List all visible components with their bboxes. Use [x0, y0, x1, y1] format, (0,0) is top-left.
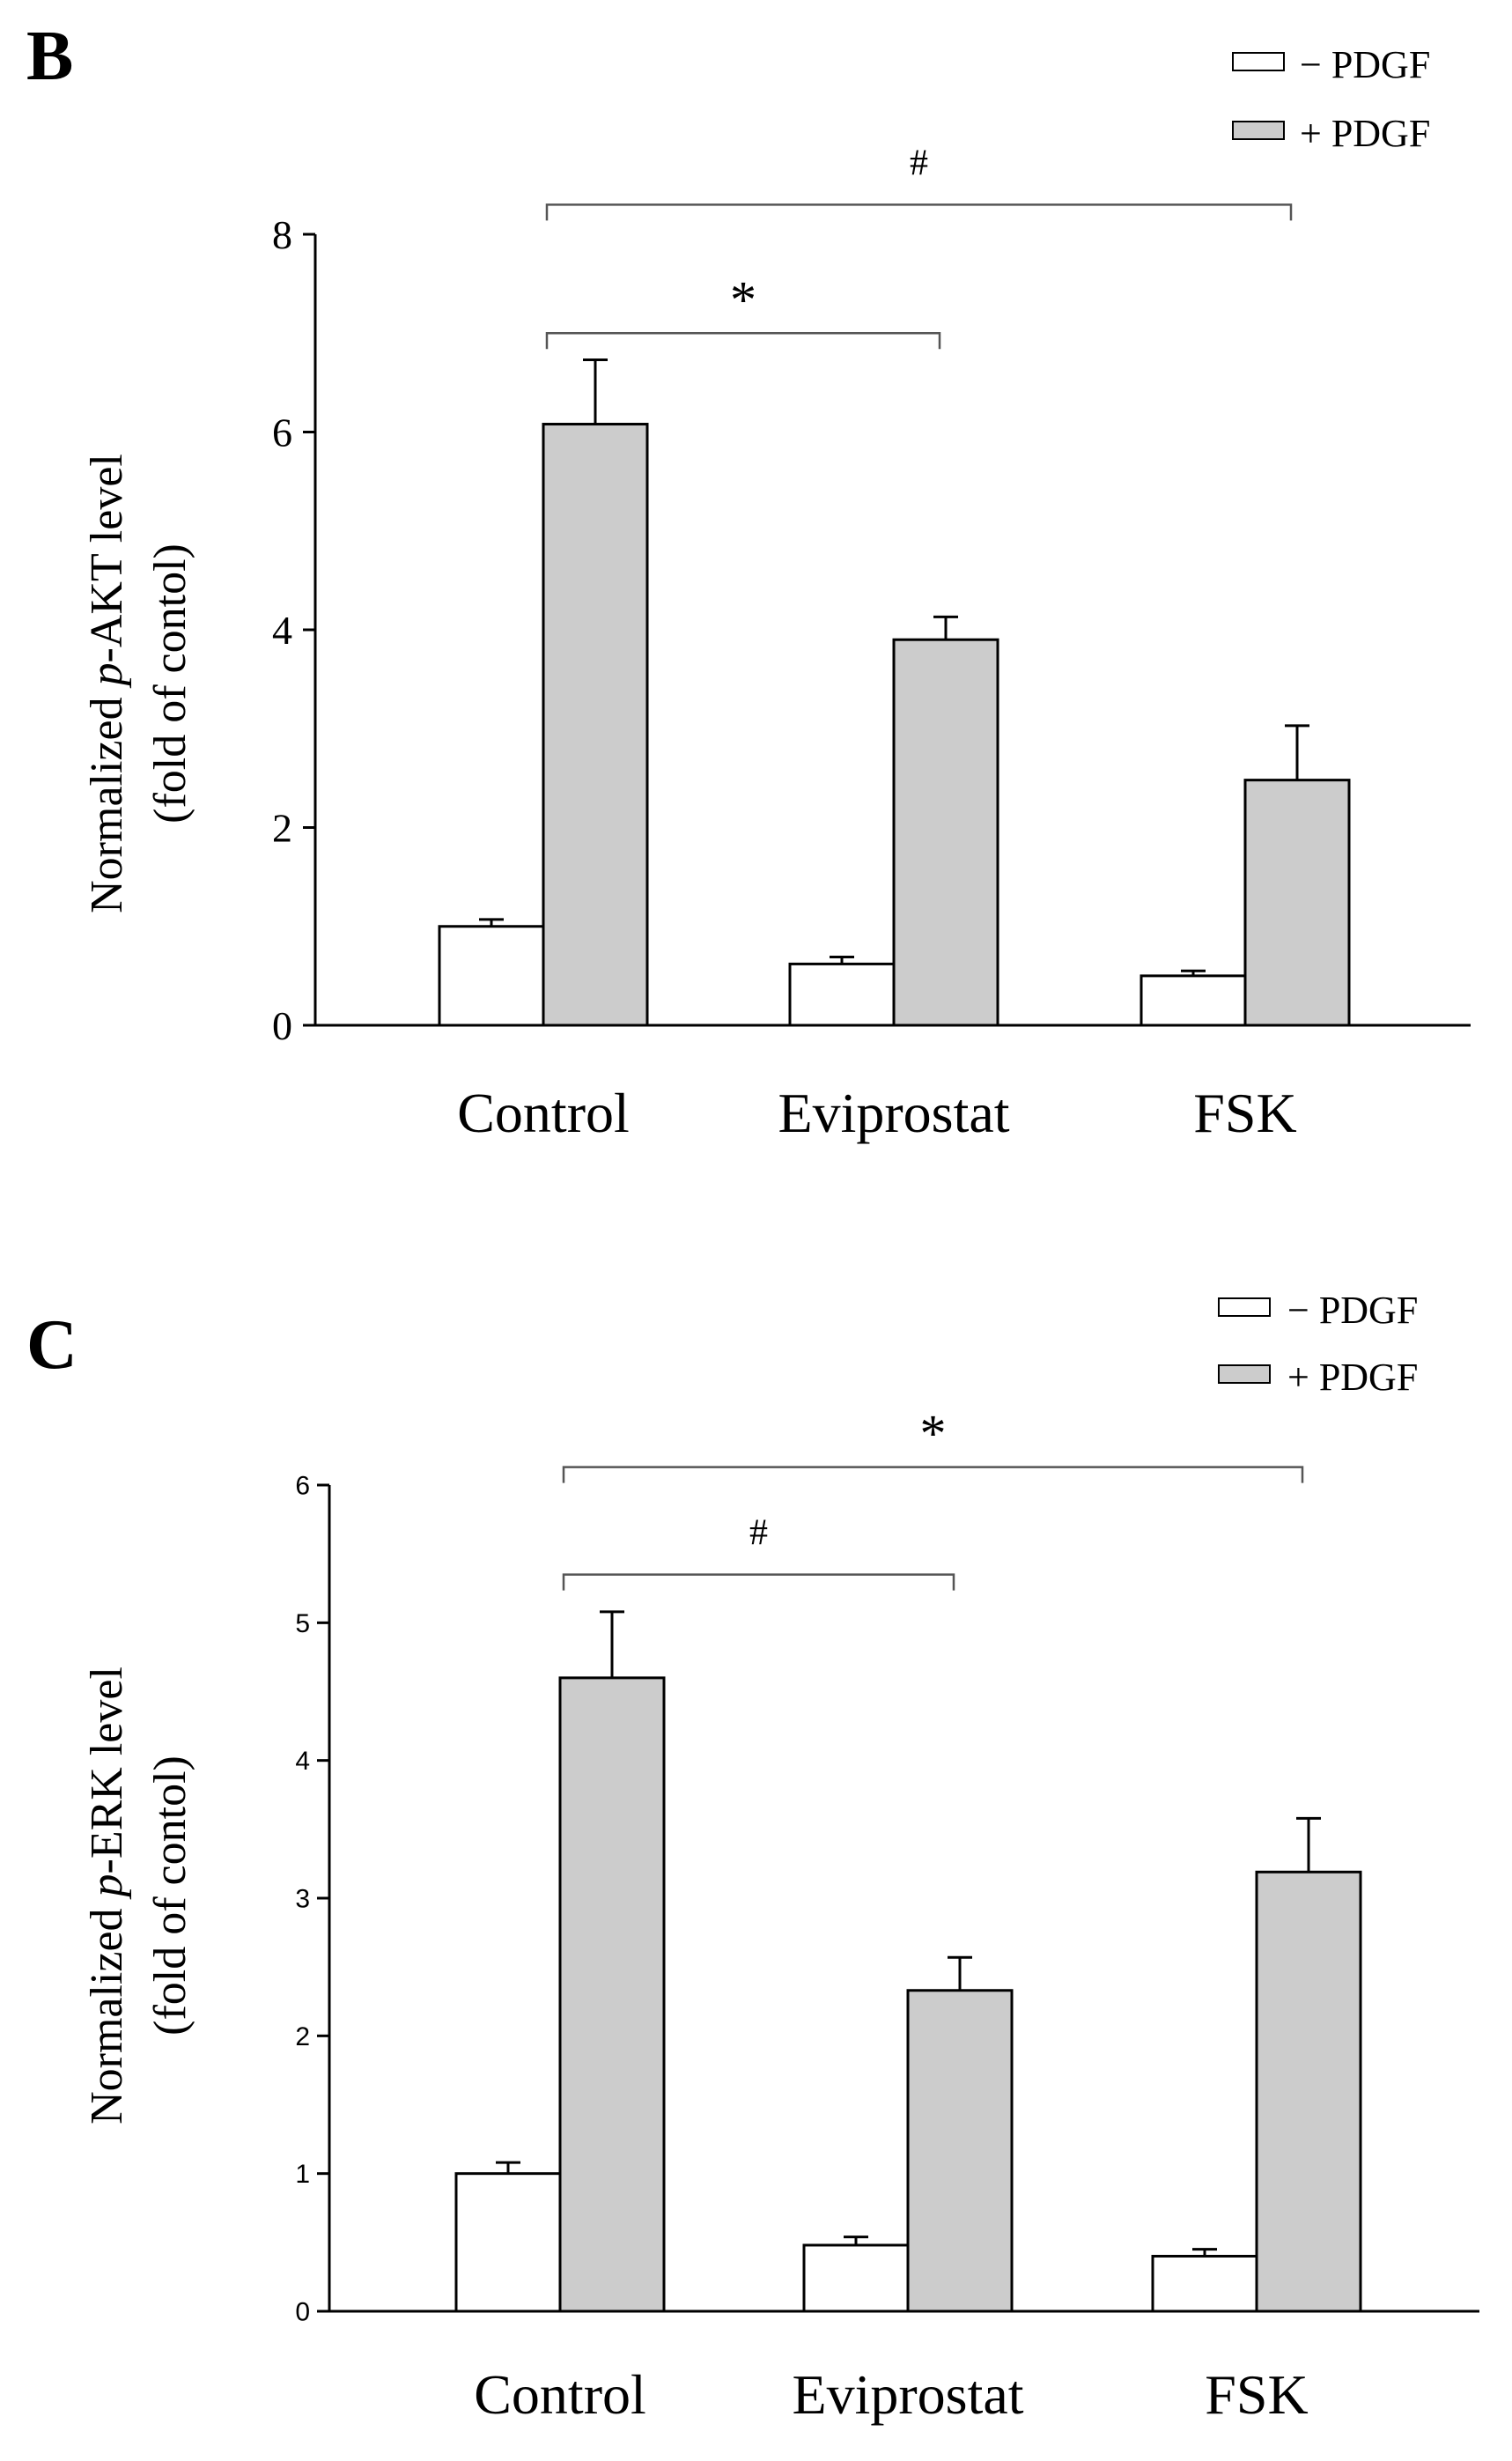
bar-plus-pdgf-fsk — [1243, 779, 1351, 1027]
y-tick-label: 4 — [272, 608, 292, 653]
x-tick-labels: Control Eviprostat FSK — [457, 1082, 1296, 1144]
significance-symbol: * — [920, 1405, 947, 1463]
legend-swatch-plus-pdgf — [1218, 1364, 1271, 1384]
bar-plus-pdgf-control — [558, 1676, 666, 2313]
bar-minus-pdgf-control — [438, 925, 545, 1027]
significance-bracket — [562, 1466, 1304, 1483]
bar-plus-pdgf-eviprostat — [906, 1989, 1014, 2313]
legend: − PDGF + PDGF — [1232, 43, 1430, 155]
significance-bracket — [562, 1573, 955, 1591]
y-tick-label: 1 — [295, 2160, 310, 2189]
bar-minus-pdgf-fsk — [1140, 974, 1247, 1027]
legend-swatch-minus-pdgf — [1218, 1297, 1271, 1317]
legend-label-minus-pdgf: − PDGF — [1287, 1289, 1418, 1332]
panel-b-akt-chart: B − PDGF + PDGF Normalized p-AKT level (… — [26, 18, 1471, 1144]
x-tick-label-control: Control — [474, 2363, 646, 2426]
y-axis-label-line2: (fold of contol) — [145, 543, 195, 824]
y-tick-label: 5 — [295, 1609, 310, 1638]
y-tick-label: 8 — [272, 212, 292, 257]
y-tick-label: 0 — [272, 1003, 292, 1048]
significance-bracket — [545, 332, 941, 350]
x-tick-label-fsk: FSK — [1205, 2363, 1308, 2426]
significance-bracket — [545, 203, 1293, 221]
legend-label-plus-pdgf: + PDGF — [1300, 112, 1430, 155]
bar-plus-pdgf-fsk — [1255, 1870, 1362, 2313]
significance-symbol: * — [730, 270, 756, 329]
bar-minus-pdgf-control — [454, 2172, 562, 2313]
y-tick-label: 0 — [295, 2298, 310, 2327]
x-tick-label-fsk: FSK — [1193, 1082, 1296, 1144]
significance-symbol: # — [910, 143, 928, 183]
panel-label: B — [26, 18, 73, 95]
legend: − PDGF + PDGF — [1218, 1289, 1418, 1399]
x-tick-labels: Control Eviprostat FSK — [474, 2363, 1308, 2426]
legend-label-minus-pdgf: − PDGF — [1300, 43, 1430, 86]
y-axis-label-line1: Normalized p-AKT level — [82, 454, 132, 913]
x-tick-label-eviprostat: Eviprostat — [792, 2363, 1023, 2426]
panel-label: C — [26, 1306, 77, 1384]
legend-swatch-minus-pdgf — [1232, 52, 1285, 71]
legend-swatch-plus-pdgf — [1232, 121, 1285, 140]
significance-brackets: *# — [545, 143, 1293, 350]
y-axis-label-line2: (fold of contol) — [145, 1755, 195, 2036]
bars — [438, 358, 1351, 1027]
y-tick-label: 6 — [295, 1472, 310, 1501]
y-axis-label-line1: Normalized p-ERK level — [82, 1667, 132, 2125]
x-tick-label-control: Control — [457, 1082, 630, 1144]
bar-minus-pdgf-eviprostat — [788, 962, 896, 1027]
y-tick-label: 6 — [272, 410, 292, 455]
y-tick-label: 3 — [295, 1885, 310, 1914]
y-tick-label: 2 — [272, 806, 292, 851]
bars — [454, 1610, 1362, 2313]
bar-minus-pdgf-eviprostat — [802, 2243, 910, 2313]
bar-plus-pdgf-control — [542, 423, 649, 1027]
bar-plus-pdgf-eviprostat — [892, 638, 999, 1027]
panel-c-erk-chart: C − PDGF + PDGF Normalized p-ERK level (… — [26, 1289, 1479, 2426]
bar-minus-pdgf-fsk — [1151, 2254, 1258, 2313]
y-tick-label: 4 — [295, 1747, 310, 1776]
legend-label-plus-pdgf: + PDGF — [1287, 1356, 1418, 1399]
significance-brackets: #* — [562, 1405, 1304, 1591]
significance-symbol: # — [749, 1513, 768, 1554]
x-tick-label-eviprostat: Eviprostat — [778, 1082, 1009, 1144]
y-tick-label: 2 — [295, 2022, 310, 2051]
